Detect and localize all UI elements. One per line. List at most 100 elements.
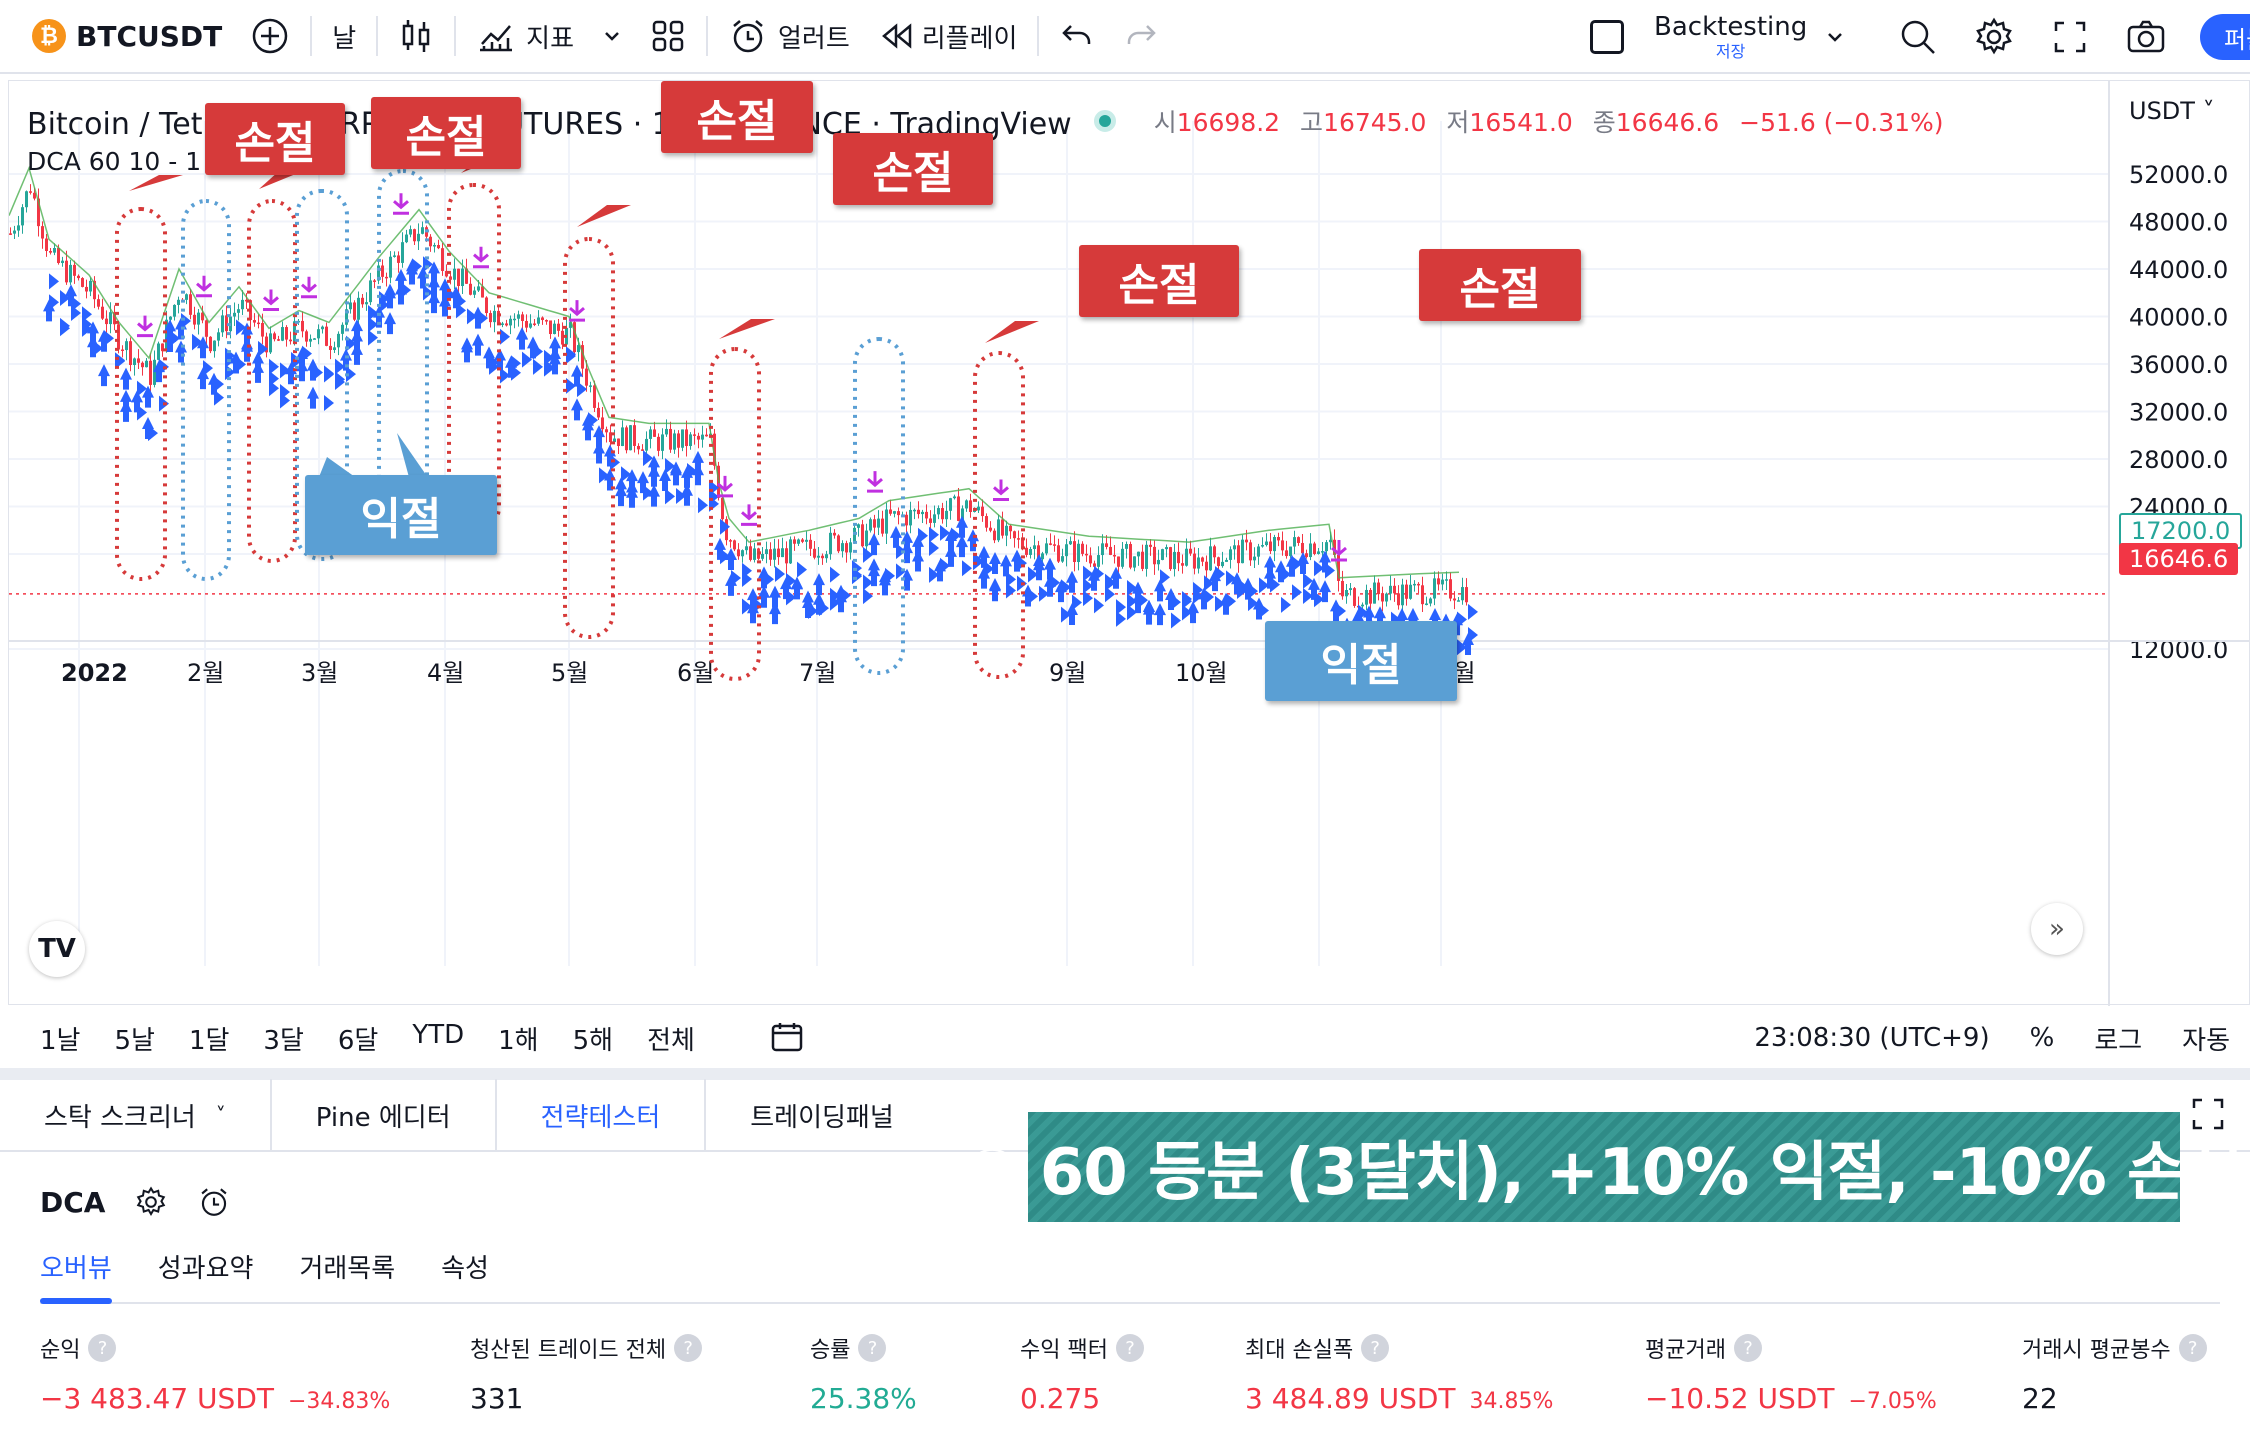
candle-body <box>337 333 340 348</box>
entry-arrow-icon <box>401 282 411 299</box>
entry-arrow-icon <box>368 304 378 321</box>
buy-arrow-icon <box>351 319 363 342</box>
buy-arrow-icon <box>670 463 682 486</box>
candle-body <box>305 331 308 342</box>
info-icon[interactable]: ? <box>1115 1334 1144 1362</box>
entry-arrow-icon <box>1094 597 1104 614</box>
candle-body <box>1133 556 1136 568</box>
backtesting-control[interactable]: Backtesting 저장 <box>1590 0 1845 74</box>
search-button[interactable] <box>1880 17 1956 57</box>
symbol-search[interactable]: ₿ BTCUSDT <box>18 0 236 73</box>
alert-button[interactable]: 얼러트 <box>714 0 864 73</box>
candle-body <box>1177 551 1180 564</box>
snapshot-button[interactable] <box>2108 19 2184 55</box>
candle-body <box>365 302 368 305</box>
compare-symbol-button[interactable] <box>236 0 304 73</box>
indicators-dropdown[interactable] <box>588 0 636 73</box>
buy-arrow-icon <box>472 306 484 329</box>
range-button-3[interactable]: 3달 <box>263 1025 304 1056</box>
candle-body <box>85 286 88 292</box>
gear-icon[interactable] <box>135 1186 167 1218</box>
percent-toggle[interactable]: % <box>2029 1023 2055 1053</box>
candle-body <box>205 320 208 337</box>
tradingview-logo[interactable]: TV <box>29 921 85 977</box>
subtab-overview[interactable]: 오버뷰 <box>40 1254 112 1284</box>
time-tick-label: 6월 <box>677 659 714 687</box>
buy-arrow-icon <box>1209 569 1221 592</box>
buy-arrow-icon <box>527 336 539 359</box>
candle-body <box>121 349 124 352</box>
range-button-0[interactable]: 1날 <box>40 1025 81 1056</box>
range-button-4[interactable]: 6달 <box>337 1025 379 1056</box>
candle-body <box>1141 551 1144 569</box>
entry-arrow-icon <box>918 527 928 544</box>
alarm-clock-icon[interactable] <box>197 1185 231 1219</box>
indicator-legend[interactable]: DCA 60 10 - 1 <box>27 147 202 176</box>
price-chart[interactable]: 52000.0 48000.0 44000.0 40000.0 36000.0 32000… <box>9 81 2250 1006</box>
log-toggle[interactable]: 로그 <box>2094 1025 2143 1056</box>
subtab-trade-list[interactable]: 거래목록 <box>299 1254 396 1284</box>
candle-body <box>353 302 356 320</box>
stat-value: 22 <box>2022 1382 2207 1415</box>
backtesting-checkbox[interactable] <box>1590 20 1624 54</box>
price-tag-current: 16646.6 <box>2119 543 2239 575</box>
info-icon[interactable]: ? <box>88 1334 117 1362</box>
candle-body <box>613 438 616 443</box>
replay-button[interactable]: 리플레이 <box>864 0 1032 73</box>
buy-arrow-icon <box>98 364 110 387</box>
tab-strategy-tester[interactable]: 전략테스터 <box>497 1079 707 1151</box>
range-button-2[interactable]: 1달 <box>188 1025 230 1056</box>
buy-arrow-icon <box>791 577 803 600</box>
range-button-6[interactable]: 1해 <box>498 1025 539 1056</box>
indicators-button[interactable]: 지표 <box>462 0 588 73</box>
info-icon[interactable]: ? <box>858 1334 887 1362</box>
chart-pane[interactable]: 52000.0 48000.0 44000.0 40000.0 36000.0 32000… <box>8 80 2250 1006</box>
tab-stock-screener[interactable]: 스탁 스크리너 ˅ <box>0 1079 272 1151</box>
candle-body <box>1105 543 1108 547</box>
buy-arrow-icon <box>417 266 429 289</box>
undo-button[interactable] <box>1045 0 1109 73</box>
candle-body <box>1013 531 1016 539</box>
info-icon[interactable]: ? <box>1361 1334 1390 1362</box>
entry-arrow-icon <box>797 561 807 578</box>
publish-button[interactable]: 퍼블 <box>2200 14 2250 60</box>
tab-pine-editor[interactable]: Pine 에디터 <box>272 1079 497 1151</box>
redo-button[interactable] <box>1109 0 1173 73</box>
fullscreen-button[interactable] <box>2032 19 2108 55</box>
info-icon[interactable]: ? <box>674 1334 703 1362</box>
chart-type-button[interactable] <box>384 0 448 73</box>
entry-arrow-icon <box>1358 604 1368 621</box>
panel-divider[interactable] <box>0 1068 2250 1080</box>
info-icon[interactable]: ? <box>2178 1334 2207 1362</box>
timezone-clock[interactable]: 23:08:30 (UTC+9) <box>1754 1023 1990 1053</box>
auto-toggle[interactable]: 자동 <box>2182 1025 2230 1056</box>
scroll-to-latest-button[interactable]: » <box>2031 903 2083 955</box>
stat-value-text: 331 <box>470 1382 524 1415</box>
calendar-goto-icon[interactable] <box>769 1020 805 1056</box>
subtab-performance[interactable]: 성과요약 <box>157 1254 254 1284</box>
entry-arrow-icon <box>1182 593 1192 610</box>
candle-body <box>165 319 168 352</box>
range-button-7[interactable]: 5해 <box>572 1025 614 1056</box>
layout-button[interactable] <box>636 0 700 73</box>
range-button-1[interactable]: 5날 <box>114 1025 155 1056</box>
candle-body <box>145 360 148 368</box>
stat-label: 평균거래? <box>1645 1332 1937 1364</box>
candle-body <box>321 326 324 330</box>
interval-button[interactable]: 날 <box>332 23 357 54</box>
tab-trading-panel[interactable]: 트레이딩패널 <box>750 1102 894 1133</box>
buy-arrow-icon <box>758 566 770 589</box>
currency-selector[interactable]: USDT ˅ <box>2129 97 2215 125</box>
maximize-panel-icon[interactable] <box>2190 1096 2226 1132</box>
candle-body <box>493 310 496 323</box>
settings-button[interactable] <box>1956 17 2032 57</box>
chevron-down-icon[interactable] <box>1825 27 1845 47</box>
candle-body <box>457 268 460 287</box>
candle-body <box>885 509 888 534</box>
range-button-5[interactable]: YTD <box>412 1019 465 1050</box>
candle-body <box>761 553 764 559</box>
subtab-properties[interactable]: 속성 <box>441 1254 489 1284</box>
range-button-8[interactable]: 전체 <box>647 1025 695 1056</box>
info-icon[interactable]: ? <box>1733 1334 1762 1362</box>
entry-arrow-icon <box>1061 579 1071 596</box>
